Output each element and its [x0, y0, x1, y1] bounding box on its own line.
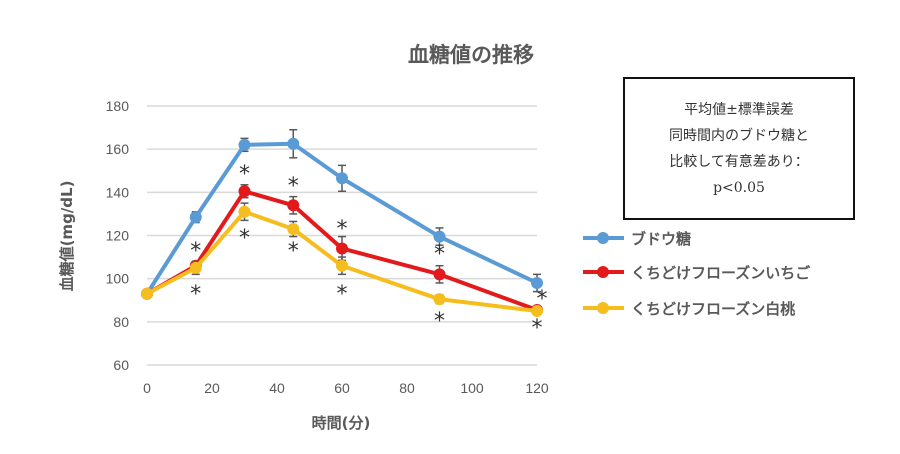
data-point — [189, 261, 202, 274]
y-tick-label: 160 — [106, 141, 130, 157]
y-tick-label: 80 — [113, 314, 129, 330]
significance-star: * — [239, 162, 250, 187]
data-point — [238, 138, 251, 151]
data-point — [531, 305, 543, 318]
x-tick-label: 20 — [204, 380, 220, 396]
legend-marker — [597, 232, 609, 244]
y-tick-label: 60 — [113, 357, 129, 373]
data-point — [287, 223, 300, 236]
significance-star: * — [337, 217, 348, 242]
annotation-box: 平均値±標準誤差 同時間内のブドウ糖と 比較して有意差あり： p<0.05 — [623, 77, 855, 220]
significance-star: * — [288, 239, 299, 264]
data-point — [433, 230, 446, 243]
x-axis-ticks: 0 20 40 60 80 100 120 — [143, 380, 549, 396]
annotation-line-2: 同時間内のブドウ糖と — [669, 127, 809, 144]
legend-label: ブドウ糖 — [631, 230, 691, 248]
data-point — [336, 242, 348, 255]
significance-star: * — [190, 282, 201, 307]
data-point — [336, 172, 348, 185]
data-point — [531, 276, 543, 289]
x-tick-label: 40 — [269, 380, 285, 396]
significance-star: * — [537, 287, 548, 312]
series-2 — [141, 202, 543, 318]
data-point — [141, 287, 153, 300]
y-axis-label: 血糖値(mg/dL) — [58, 181, 76, 292]
significance-star: * — [434, 242, 445, 267]
data-point — [336, 259, 348, 272]
legend-item: ブドウ糖 — [583, 230, 691, 248]
annotation-line-3: 比較して有意差あり： — [669, 153, 809, 170]
significance-star: * — [288, 174, 299, 199]
y-tick-label: 140 — [106, 184, 130, 200]
y-tick-label: 100 — [106, 271, 130, 287]
data-point — [287, 199, 300, 212]
data-point — [189, 211, 202, 224]
significance-star: * — [337, 282, 348, 307]
data-point — [238, 205, 251, 218]
significance-star: * — [239, 226, 250, 251]
annotation-line-4: p<0.05 — [713, 179, 765, 196]
data-point — [238, 185, 251, 198]
legend-label: くちどけフローズン白桃 — [631, 300, 795, 318]
data-point — [433, 293, 446, 306]
chart-title: 血糖値の推移 — [408, 43, 534, 67]
x-tick-label: 80 — [399, 380, 415, 396]
x-tick-label: 60 — [334, 380, 350, 396]
series-layer — [141, 128, 543, 318]
significance-star: * — [434, 309, 445, 334]
y-tick-label: 180 — [106, 98, 130, 114]
x-tick-label: 0 — [143, 380, 151, 396]
legend-label: くちどけフローズンいちご — [631, 264, 811, 282]
annotation-line-1: 平均値±標準誤差 — [684, 101, 794, 118]
legend-item: くちどけフローズン白桃 — [583, 300, 795, 318]
significance-markers: * * * * * * * * * * * * — [190, 162, 547, 341]
significance-star: * — [190, 239, 201, 264]
data-point — [287, 137, 300, 150]
significance-star: * — [532, 316, 543, 341]
x-tick-label: 100 — [460, 380, 484, 396]
legend-item: くちどけフローズンいちご — [583, 264, 811, 282]
y-tick-label: 120 — [106, 228, 130, 244]
legend-marker — [597, 266, 609, 278]
legend-marker — [597, 302, 609, 314]
data-point — [433, 268, 446, 281]
y-axis-ticks: 60 80 100 120 140 160 180 — [106, 98, 130, 373]
x-axis-label: 時間(分) — [312, 414, 371, 432]
x-tick-label: 120 — [525, 380, 549, 396]
